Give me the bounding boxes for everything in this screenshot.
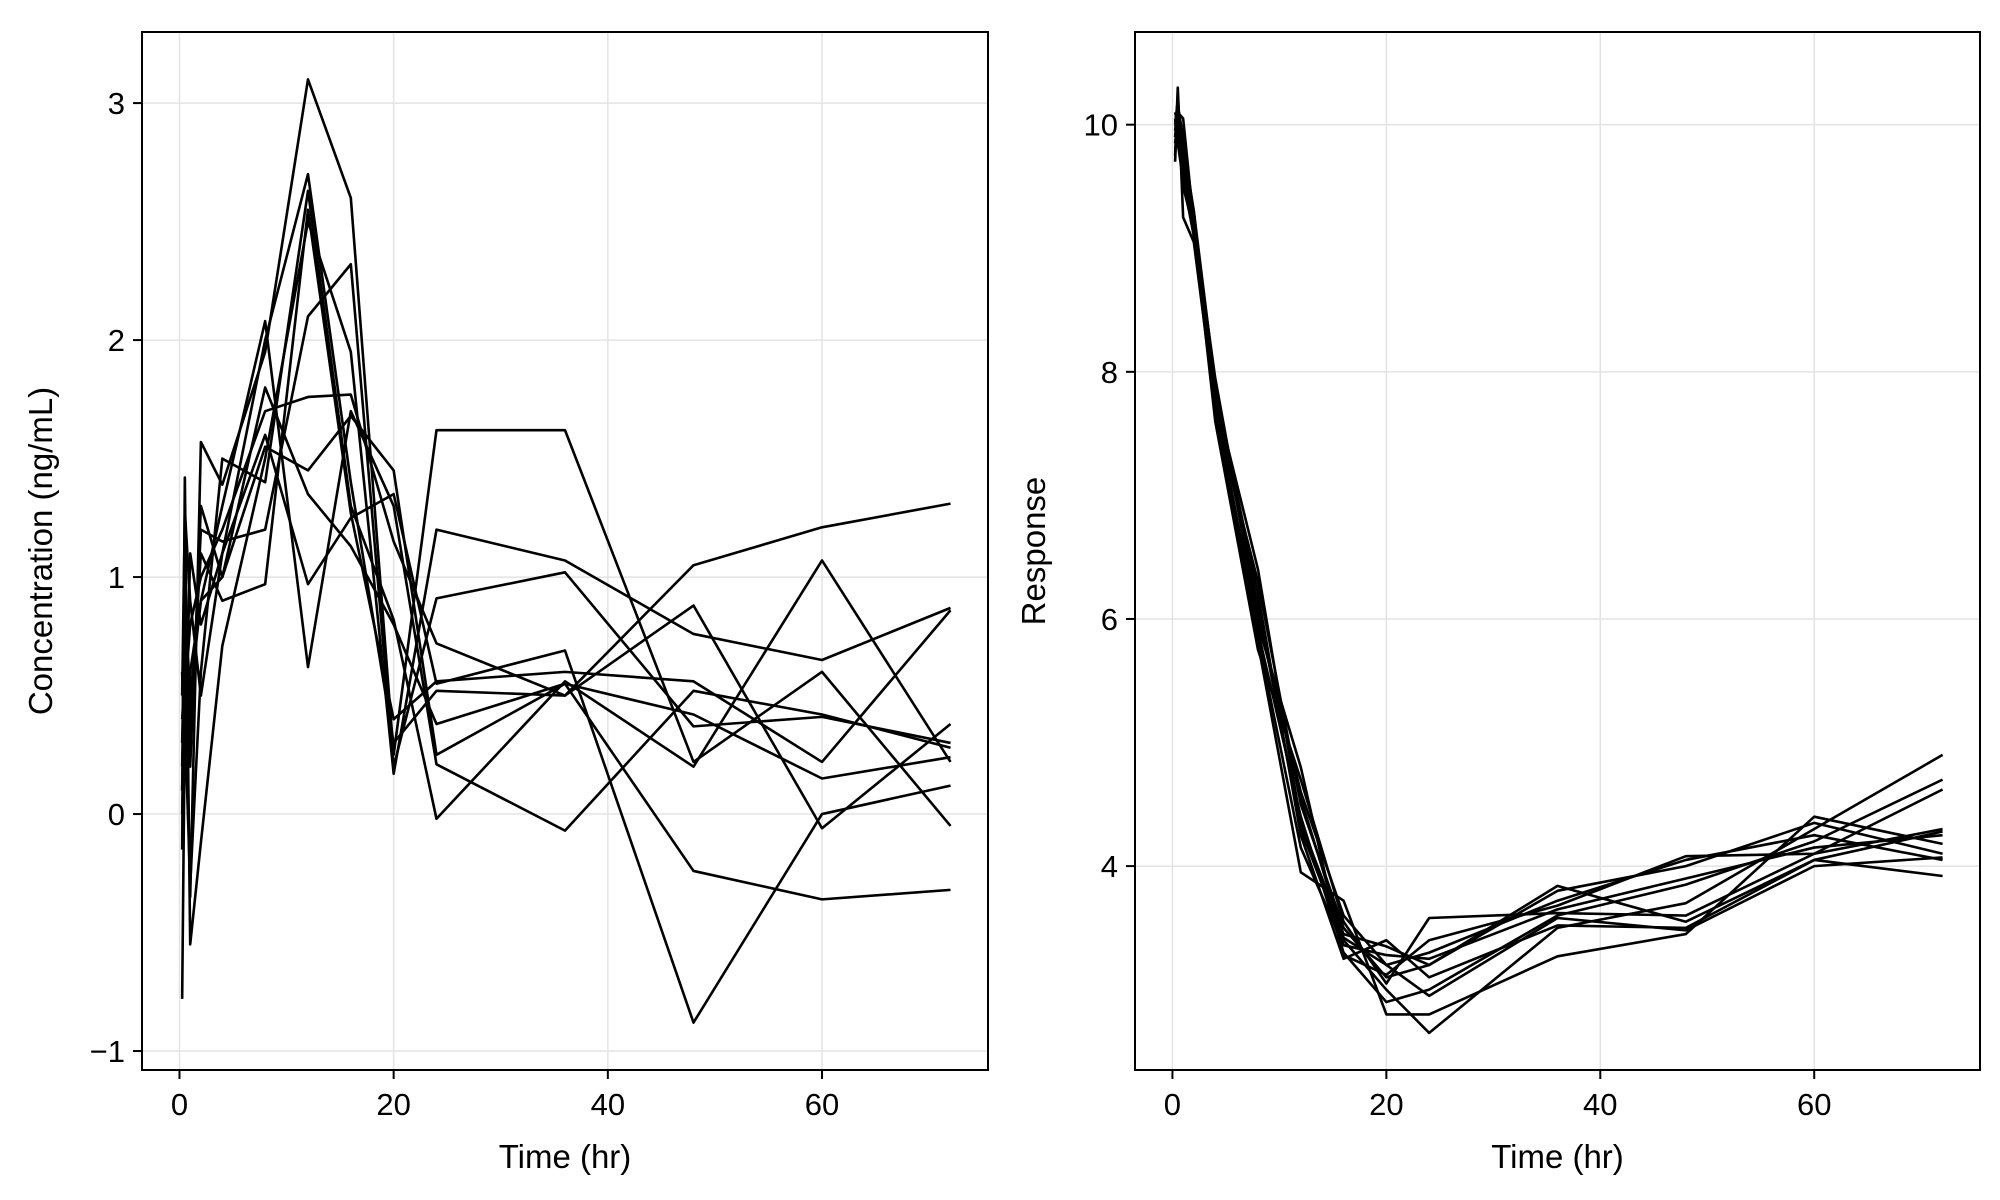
- series-line-subject-1: [180, 78, 952, 899]
- series-line-subject-9: [180, 393, 952, 830]
- x-tick-label: 0: [171, 1087, 188, 1122]
- series-line-subject-2: [1173, 111, 1944, 1035]
- y-tick-label: 0: [108, 797, 125, 832]
- plot-frame: [141, 31, 989, 1071]
- y-tick-label: −1: [90, 1034, 125, 1069]
- y-tick-label: 10: [1084, 108, 1118, 143]
- series-line-subject-10: [182, 414, 951, 901]
- y-tick-label: 4: [1101, 849, 1118, 884]
- y-tick-label: 2: [108, 323, 125, 358]
- y-axis-label: Response: [1015, 477, 1052, 626]
- y-tick-label: 3: [108, 86, 125, 121]
- x-tick-label: 0: [1164, 1087, 1181, 1122]
- plot-frame: [1134, 31, 1981, 1071]
- series-line-subject-4: [1173, 135, 1944, 1004]
- series-line-subject-5: [1173, 112, 1943, 967]
- series-line-subject-10: [1173, 124, 1943, 998]
- y-tick-label: 1: [108, 560, 125, 595]
- x-tick-label: 20: [1369, 1087, 1403, 1122]
- response-panel: 0 20 40 60 4 6 8 10 Time (hr) Response: [1015, 31, 1981, 1175]
- series-line-subject-4: [180, 172, 951, 768]
- series-line-subject-11: [1173, 111, 1943, 961]
- series-line-subject-2: [180, 433, 951, 1024]
- series-line-subject-11: [180, 208, 952, 791]
- y-axis-label: Concentration (ng/mL): [22, 387, 59, 715]
- series-line-subject-1: [1173, 86, 1943, 1016]
- y-tick-label: 8: [1101, 355, 1118, 390]
- series-line-subject-8: [1173, 118, 1943, 977]
- x-tick-label: 60: [1797, 1087, 1831, 1122]
- series-line-subject-9: [1173, 117, 1943, 967]
- x-tick-label: 40: [1583, 1087, 1617, 1122]
- series-line-subject-8: [180, 386, 951, 780]
- x-tick-label: 40: [591, 1087, 625, 1122]
- series-line-subject-6: [180, 262, 951, 791]
- x-axis-label: Time (hr): [1491, 1138, 1624, 1175]
- concentration-panel: 0 20 40 60 −1 0 1 2 3 Time (hr) Concentration (ng/…: [22, 31, 989, 1175]
- series-line-subject-5: [180, 189, 952, 999]
- y-tick-label: 6: [1101, 602, 1118, 637]
- x-axis-label: Time (hr): [499, 1138, 632, 1175]
- x-tick-label: 60: [805, 1087, 839, 1122]
- x-tick-label: 20: [376, 1087, 410, 1122]
